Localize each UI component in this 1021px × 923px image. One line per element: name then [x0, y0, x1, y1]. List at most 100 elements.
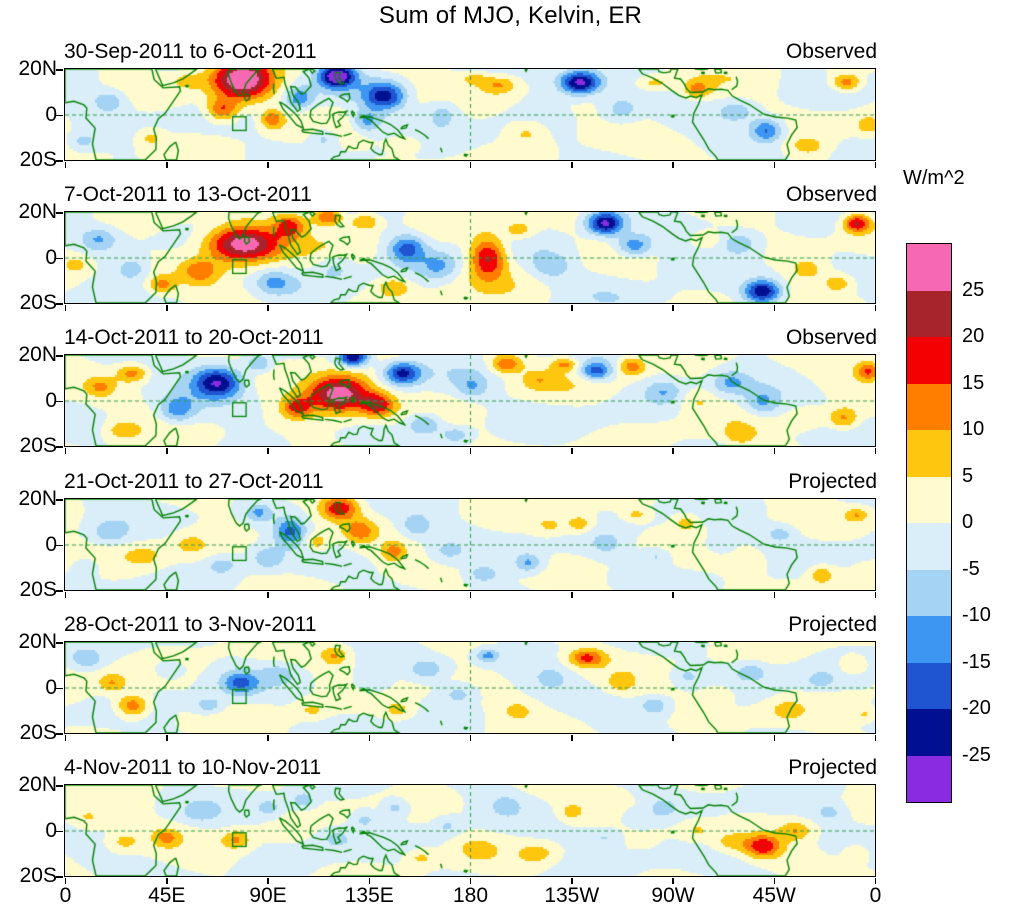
y-axis-tick [56, 400, 63, 402]
x-axis-tick [368, 448, 370, 454]
colorbar-tick-label: -20 [962, 697, 991, 719]
x-axis-tick [64, 592, 67, 598]
y-axis-tick [56, 114, 63, 116]
y-axis-tick-label: 0 [45, 818, 57, 842]
contour-map-canvas [65, 499, 875, 590]
colorbar-tick-label: 25 [962, 278, 985, 301]
y-axis-tick-label: 20S [19, 291, 57, 314]
x-axis-tick [469, 162, 472, 168]
x-axis-tick [571, 162, 573, 168]
x-axis-tick [166, 162, 168, 168]
x-axis-tick-label: 135W [544, 884, 600, 907]
y-axis-tick [56, 590, 63, 592]
x-axis-tick-label: 135E [344, 884, 394, 907]
y-axis-tick [56, 212, 63, 214]
colorbar-cell [907, 755, 951, 802]
y-axis-tick-label: 20N [18, 57, 57, 80]
contour-map-canvas [65, 642, 875, 733]
x-axis-tick-label: 45E [148, 884, 186, 907]
x-axis-tick [166, 735, 168, 741]
x-axis-tick [874, 735, 877, 741]
x-axis-tick-label: 45W [752, 884, 796, 907]
colorbar-tick-label: 15 [962, 371, 985, 394]
x-axis-tick [469, 448, 472, 454]
x-axis-tick [672, 448, 674, 454]
panel-status-label: Observed [785, 326, 877, 349]
x-axis-tick [773, 735, 775, 741]
panel-date-range-label: 7-Oct-2011 to 13-Oct-2011 [64, 183, 312, 206]
x-axis-tick [267, 448, 269, 454]
x-axis-tick-label: 90W [651, 884, 695, 907]
x-axis-tick [267, 305, 269, 311]
x-axis-tick [773, 592, 775, 598]
x-axis-tick [267, 162, 269, 168]
y-axis-tick-label: 20N [18, 200, 57, 223]
x-axis-tick-label: 90E [249, 884, 287, 907]
y-axis-tick-label: 0 [45, 532, 57, 556]
colorbar-tick-label: 20 [962, 325, 985, 347]
x-axis-tick [368, 162, 370, 168]
x-axis-tick [672, 878, 674, 884]
y-axis-tick [56, 303, 63, 305]
y-axis-tick-label: 0 [45, 388, 57, 412]
panel-header: 28-Oct-2011 to 3-Nov-2011 Projected [64, 613, 877, 637]
panel-date-range-label: 14-Oct-2011 to 20-Oct-2011 [64, 326, 324, 349]
x-axis-tick [874, 305, 877, 311]
contour-map-canvas [65, 212, 875, 303]
x-axis-tick [571, 592, 573, 598]
contour-map-canvas [65, 355, 875, 446]
x-axis-tick [368, 878, 370, 884]
panel-map-3 [64, 354, 876, 447]
colorbar-cell [907, 430, 951, 477]
colorbar-units-label: W/m^2 [903, 167, 965, 189]
contour-map-canvas [65, 69, 875, 160]
y-axis-tick-label: 20S [19, 578, 57, 601]
x-axis-tick [672, 735, 674, 741]
x-axis-tick [571, 305, 573, 311]
x-axis-tick [368, 592, 370, 598]
x-axis-tick [773, 448, 775, 454]
y-axis-tick [56, 69, 63, 71]
y-axis-tick-label: 20S [19, 721, 57, 744]
colorbar-tick-label: -25 [962, 743, 991, 766]
y-axis-tick-label: 20N [18, 343, 57, 366]
y-axis-tick-label: 20S [19, 148, 57, 171]
x-axis-tick [64, 305, 67, 311]
x-axis-tick [672, 162, 674, 168]
panel-date-range-label: 30-Sep-2011 to 6-Oct-2011 [64, 40, 317, 63]
panel-status-label: Projected [788, 756, 877, 779]
y-axis-tick [56, 499, 63, 501]
y-axis-tick [56, 355, 63, 357]
panel-header: 21-Oct-2011 to 27-Oct-2011 Projected [64, 470, 877, 494]
y-axis-tick [56, 830, 63, 832]
x-axis-tick [773, 878, 775, 884]
x-axis-tick [571, 448, 573, 454]
x-axis-tick [469, 878, 472, 884]
panel-header: 14-Oct-2011 to 20-Oct-2011 Observed [64, 326, 877, 350]
colorbar-cell [907, 569, 951, 616]
x-axis-tick [368, 305, 370, 311]
colorbar-tick-label: -5 [962, 557, 980, 580]
colorbar-cell [907, 476, 951, 523]
x-axis-tick [874, 878, 877, 884]
colorbar-cell [907, 662, 951, 709]
panel-status-label: Observed [785, 183, 877, 206]
colorbar-cell [907, 383, 951, 430]
x-axis-tick [874, 448, 877, 454]
y-axis-tick-label: 20N [18, 773, 57, 796]
colorbar-cell [907, 616, 951, 663]
x-axis-tick [166, 305, 168, 311]
panel-header: 30-Sep-2011 to 6-Oct-2011 Observed [64, 40, 877, 64]
panel-status-label: Projected [788, 613, 877, 636]
colorbar-cell [907, 337, 951, 384]
panel-date-range-label: 21-Oct-2011 to 27-Oct-2011 [64, 470, 324, 493]
colorbar-cell [907, 290, 951, 337]
x-axis-tick [166, 592, 168, 598]
y-axis-tick [56, 876, 63, 878]
x-axis-tick [267, 592, 269, 598]
x-axis-tick [571, 878, 573, 884]
panel-status-label: Projected [788, 470, 877, 493]
x-axis-tick [773, 162, 775, 168]
x-axis-tick [571, 735, 573, 741]
